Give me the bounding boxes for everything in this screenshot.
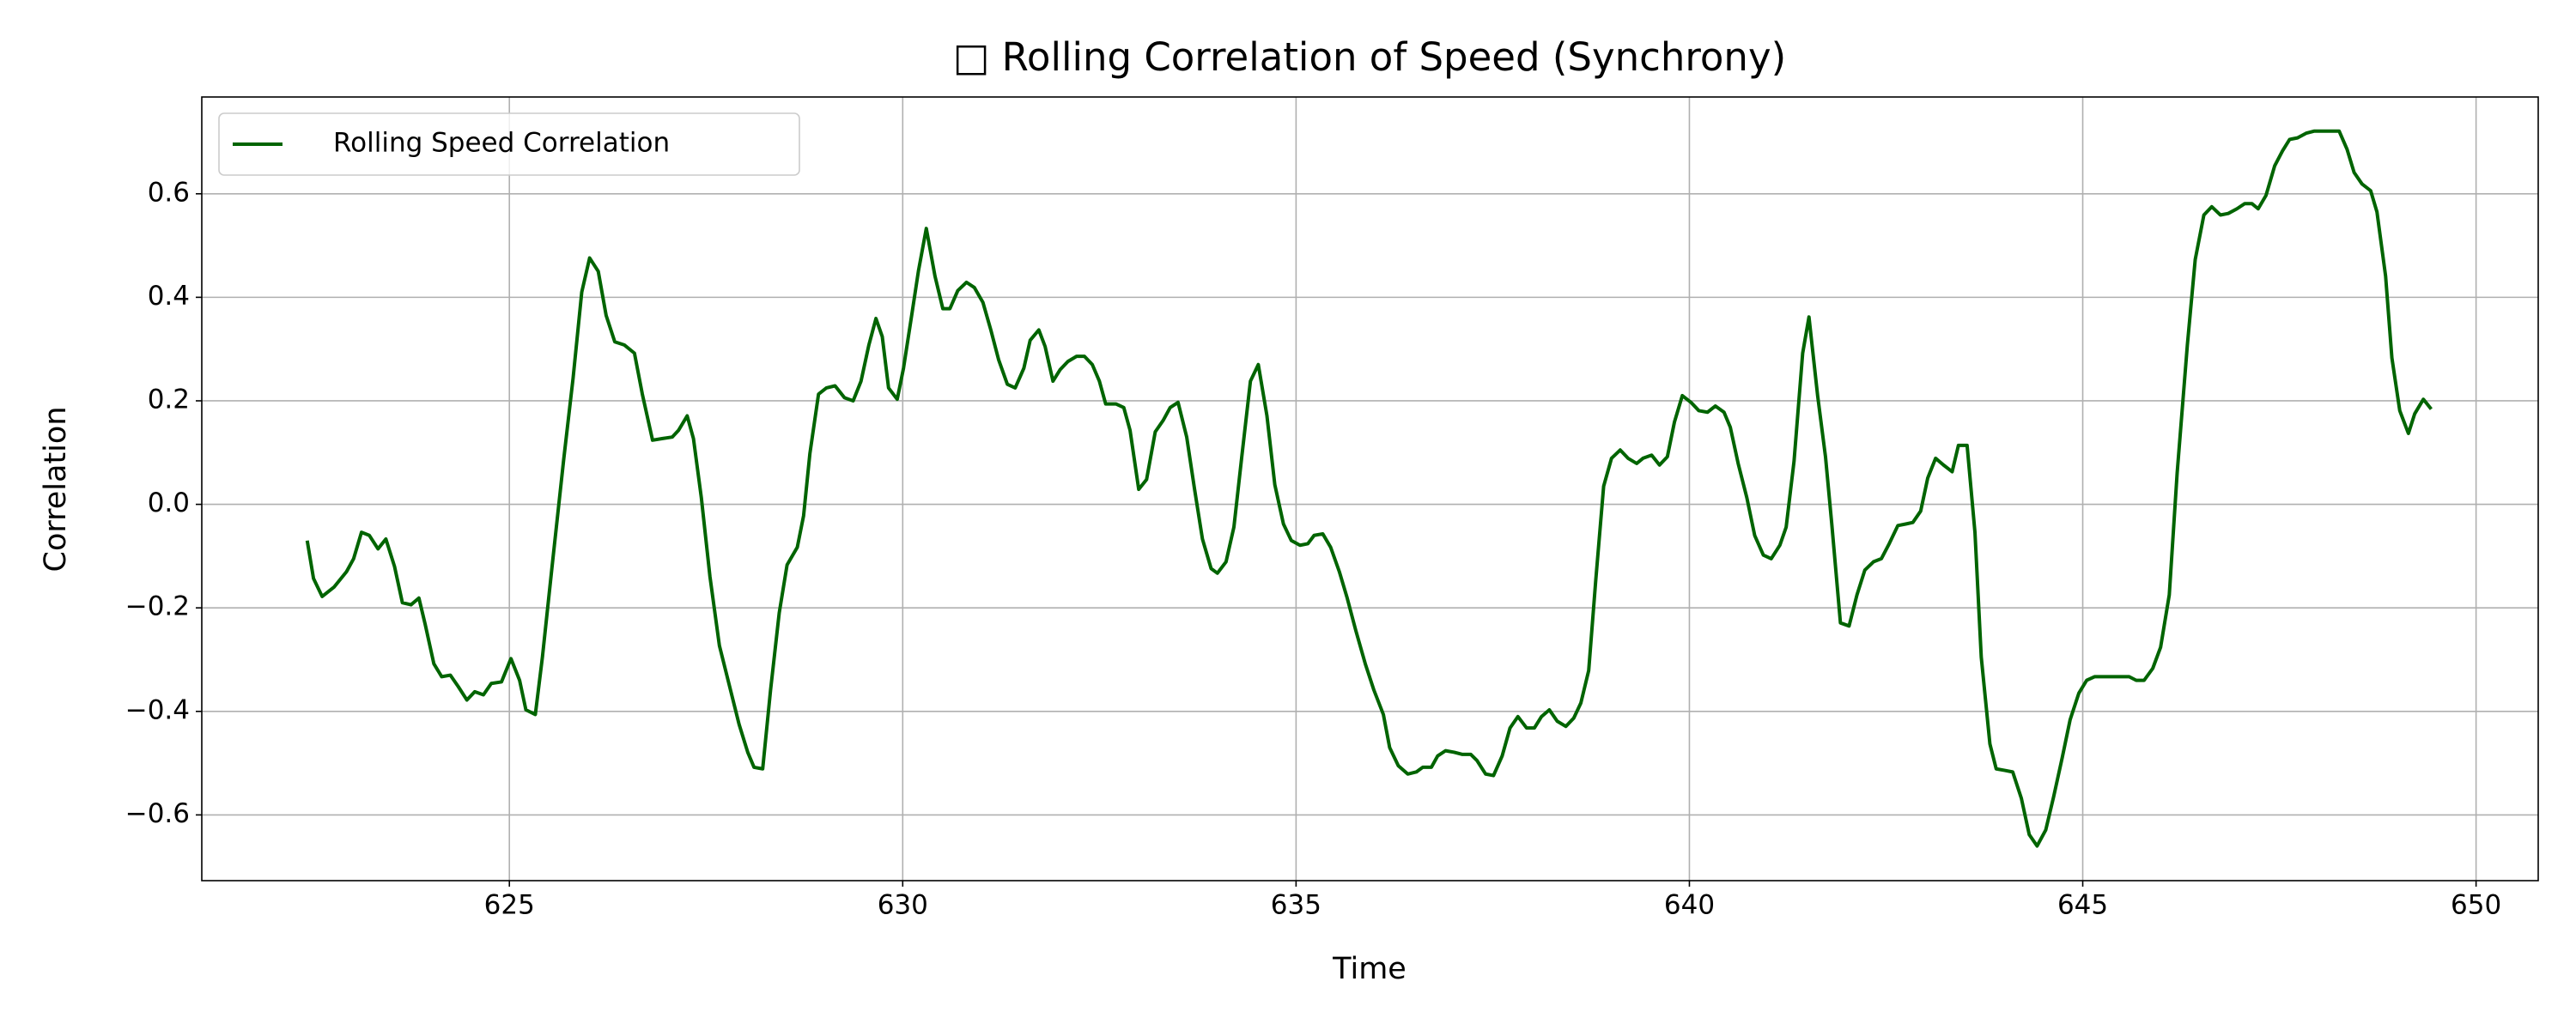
- y-tick-label: −0.6: [125, 798, 190, 829]
- x-tick-label: 640: [1664, 890, 1715, 921]
- x-tick-label: 630: [878, 890, 928, 921]
- legend: Rolling Speed Correlation: [218, 112, 800, 176]
- x-tick-label: 625: [484, 890, 535, 921]
- legend-label: Rolling Speed Correlation: [333, 128, 670, 159]
- x-axis-label: Time: [1332, 952, 1406, 986]
- chart-title: □ Rolling Correlation of Speed (Synchron…: [953, 34, 1786, 80]
- x-tick-label: 635: [1271, 890, 1321, 921]
- y-tick-label: 0.2: [148, 384, 190, 415]
- y-tick-label: −0.2: [125, 591, 190, 622]
- y-tick-label: 0.4: [148, 281, 190, 312]
- y-tick-label: −0.4: [125, 694, 190, 725]
- legend-box: [218, 112, 800, 176]
- y-axis-label: Correlation: [39, 407, 73, 573]
- y-tick-label: 0.6: [148, 177, 190, 208]
- axes-frame: [201, 96, 2539, 882]
- x-tick-label: 645: [2057, 890, 2108, 921]
- y-tick-label: 0.0: [148, 488, 190, 518]
- x-tick-label: 650: [2451, 890, 2501, 921]
- data-line: [305, 129, 2433, 848]
